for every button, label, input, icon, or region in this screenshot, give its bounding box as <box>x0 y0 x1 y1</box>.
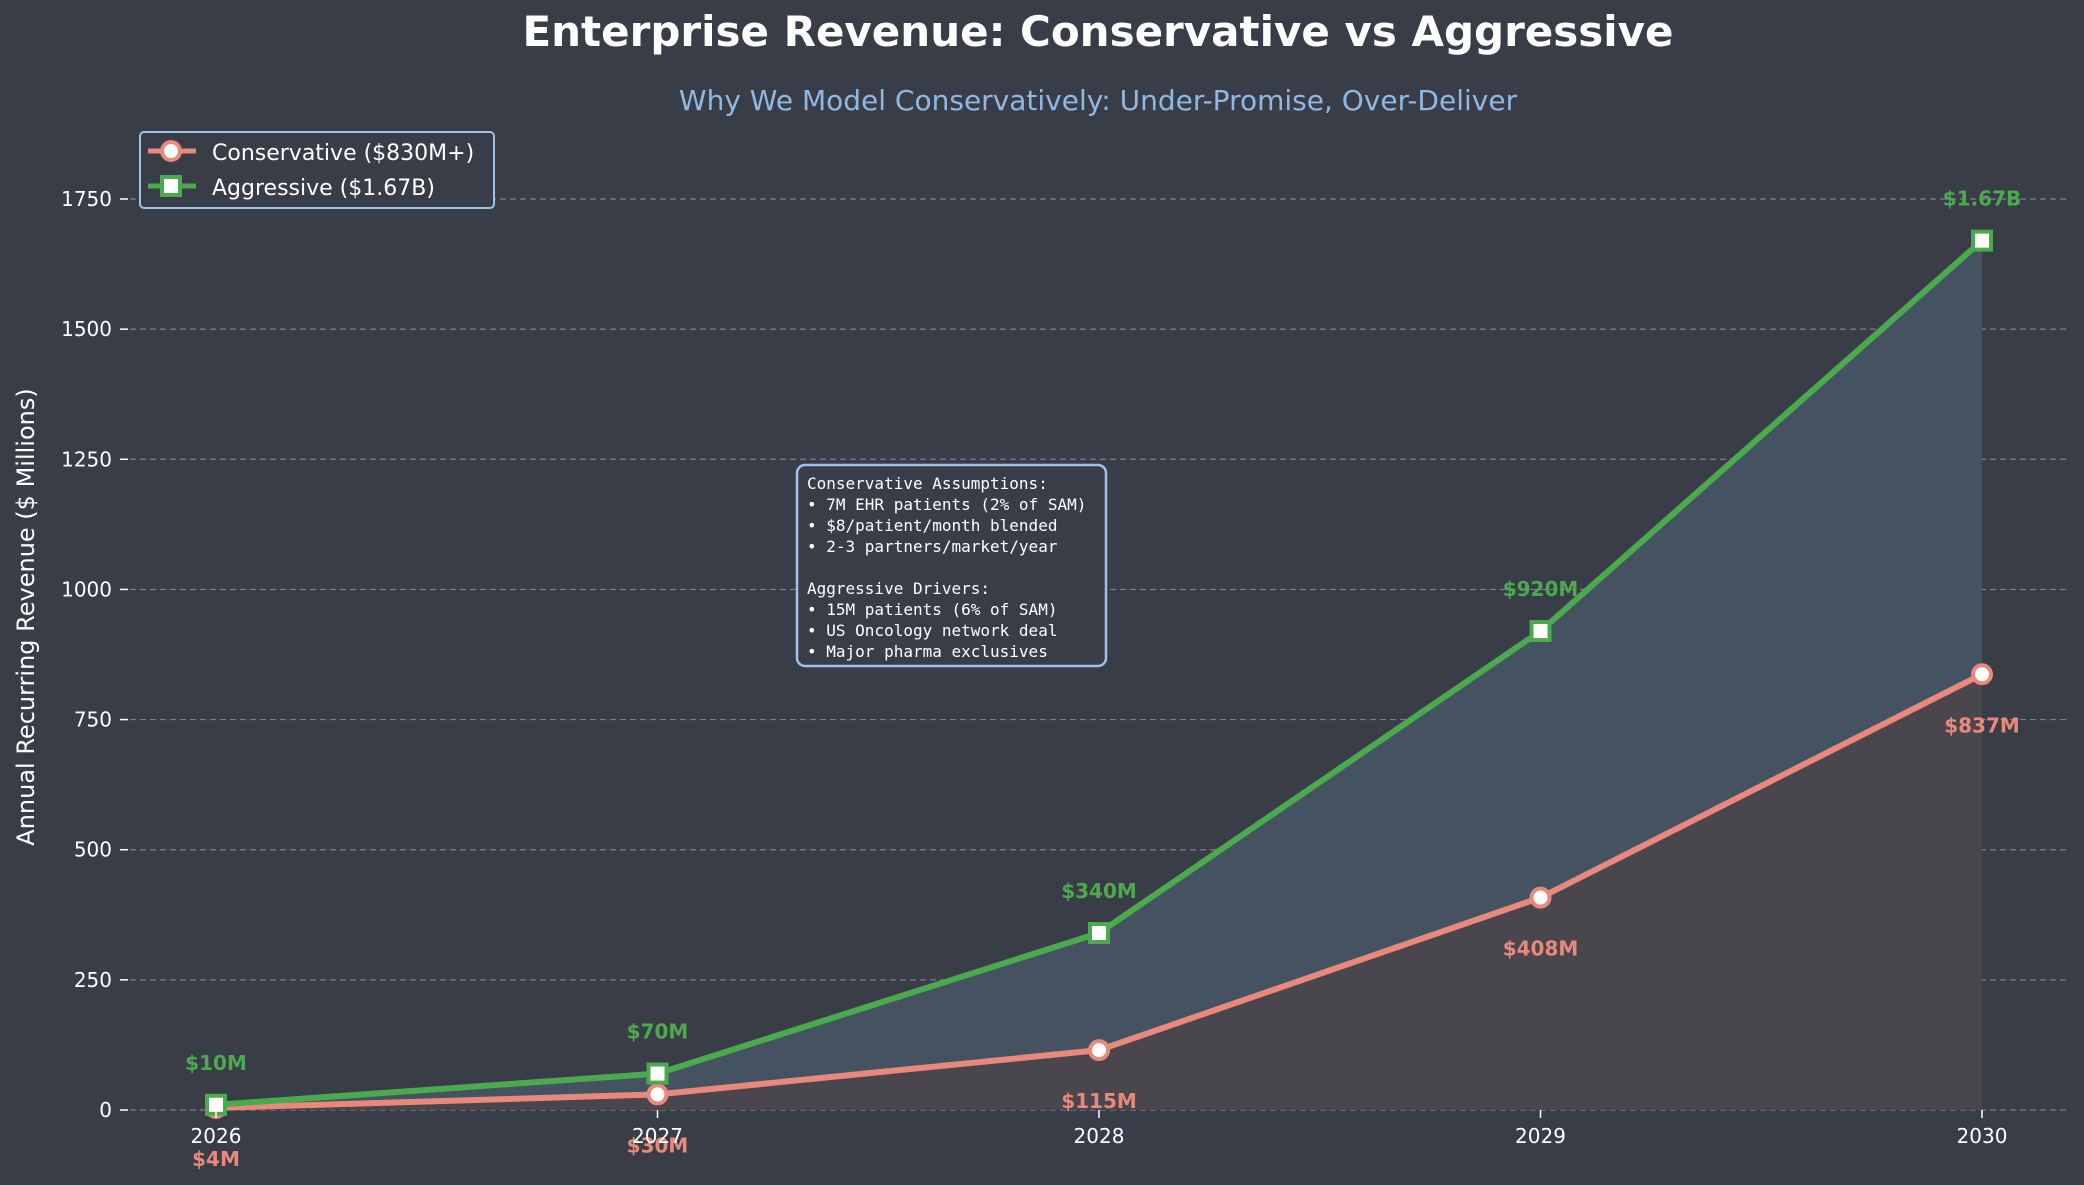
aggressive-data-label: $70M <box>627 1020 689 1044</box>
y-tick-label: 0 <box>99 1098 112 1122</box>
aggressive-point <box>1529 620 1552 643</box>
legend-marker-conservative <box>160 140 182 162</box>
conservative-point <box>646 1083 669 1106</box>
annotation-line: • US Oncology network deal <box>807 621 1057 640</box>
chart-subtitle: Why We Model Conservatively: Under-Promi… <box>679 84 1518 117</box>
annotation-text: Conservative Assumptions: • 7M EHR patie… <box>807 474 1096 661</box>
y-tick-label: 1250 <box>61 447 112 471</box>
x-tick-label: 2027 <box>632 1124 683 1148</box>
aggressive-data-label: $10M <box>185 1051 247 1075</box>
legend-label-conservative: Conservative ($830M+) <box>212 141 474 166</box>
annotation-line: • 2-3 partners/market/year <box>807 537 1058 556</box>
aggressive-data-label: $920M <box>1503 577 1579 601</box>
annotation-line: Aggressive Drivers: <box>807 579 990 598</box>
y-tick-label: 250 <box>74 968 112 992</box>
y-tick-label: 1750 <box>61 187 112 211</box>
aggressive-point <box>1088 922 1110 945</box>
conservative-point <box>1971 663 1993 686</box>
y-tick-label: 500 <box>74 838 112 862</box>
conservative-data-label: $30M <box>627 1133 689 1157</box>
legend-entry-conservative: Conservative ($830M+) <box>148 140 474 166</box>
aggressive-data-label: $1.67B <box>1943 187 2022 211</box>
annotation-line: • 7M EHR patients (2% of SAM) <box>807 495 1086 514</box>
series-markers <box>205 229 1993 1119</box>
x-tick-label: 2026 <box>191 1124 242 1148</box>
annotation-line: • $8/patient/month blended <box>807 516 1057 535</box>
aggressive-data-label: $340M <box>1061 879 1137 903</box>
legend-marker-aggressive <box>160 175 182 197</box>
data-labels: $10M $70M $340M $920M $1.67B $4M $30M $115M $408… <box>185 187 2021 1171</box>
assumptions-annotation: Conservative Assumptions: • 7M EHR patie… <box>795 463 1108 668</box>
x-tick-label: 2029 <box>1515 1124 1566 1148</box>
annotation-box <box>795 463 1108 668</box>
legend-label-aggressive: Aggressive ($1.67B) <box>212 176 435 201</box>
annotation-line: • 15M patients (6% of SAM) <box>807 600 1057 619</box>
x-tick-label: 2030 <box>1957 1124 2008 1148</box>
chart-title: Enterprise Revenue: Conservative vs Aggr… <box>522 7 1673 56</box>
y-axis-title: Annual Recurring Revenue ($ Millions) <box>12 388 40 845</box>
conservative-data-label: $115M <box>1061 1089 1137 1113</box>
legend: Conservative ($830M+) Aggressive ($1.67B… <box>139 131 495 209</box>
y-tick-label: 1000 <box>61 577 112 601</box>
conservative-point <box>1529 886 1552 909</box>
axes: 0 250 500 750 1000 1250 1500 1750 2026 2027 2028 20… <box>61 187 2007 1148</box>
y-tick-label: 750 <box>74 708 112 732</box>
aggressive-point <box>1971 229 1993 252</box>
legend-box <box>139 131 495 209</box>
conservative-data-label: $408M <box>1503 937 1579 961</box>
y-tick-label: 1500 <box>61 317 112 341</box>
x-tick-label: 2028 <box>1074 1124 1125 1148</box>
conservative-data-label: $4M <box>192 1147 240 1171</box>
annotation-line: Conservative Assumptions: <box>807 474 1048 493</box>
conservative-area <box>216 674 1982 1110</box>
conservative-data-label: $837M <box>1944 713 2020 737</box>
annotation-line: • Major pharma exclusives <box>807 642 1048 661</box>
legend-entry-aggressive: Aggressive ($1.67B) <box>148 175 435 201</box>
conservative-point <box>1088 1039 1110 1062</box>
aggressive-point <box>646 1062 669 1085</box>
